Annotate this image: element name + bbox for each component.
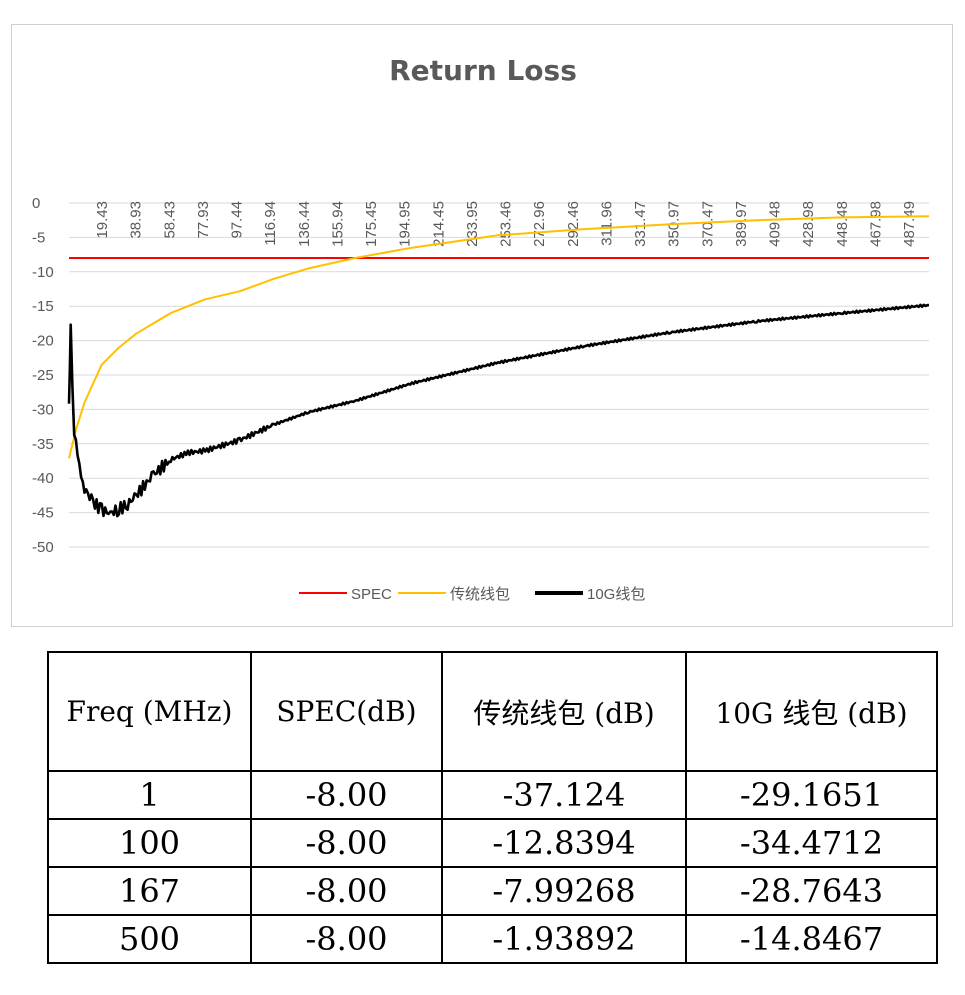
table-cell: 1 <box>47 770 252 820</box>
table-row: 100 -8.00 -12.8394 -34.4712 <box>47 818 938 868</box>
table-cell: -37.124 <box>441 770 687 820</box>
y-tick-label: -15 <box>32 298 54 315</box>
x-tick-label: 136.44 <box>296 201 313 247</box>
header-freq: Freq (MHz) <box>47 651 252 772</box>
y-tick-label: -30 <box>32 401 54 418</box>
x-tick-label: 331.47 <box>632 201 649 247</box>
table-cell: -12.8394 <box>441 818 687 868</box>
header-spec: SPEC(dB) <box>250 651 443 772</box>
table-cell: 500 <box>47 914 252 964</box>
x-tick-label: 58.43 <box>161 201 178 239</box>
table-cell: 167 <box>47 866 252 916</box>
table-cell: -14.8467 <box>685 914 938 964</box>
table-row: 500 -8.00 -1.93892 -14.8467 <box>47 914 938 964</box>
x-tick-label: 292.46 <box>565 201 582 247</box>
x-tick-label: 409.48 <box>767 201 784 247</box>
x-tick-label: 467.98 <box>867 201 884 247</box>
table-cell: -34.4712 <box>685 818 938 868</box>
table-cell: -8.00 <box>250 818 443 868</box>
x-tick-label: 233.95 <box>464 201 481 247</box>
series-line-2 <box>67 303 930 518</box>
y-tick-label: -50 <box>32 539 54 556</box>
legend-label: 10G线包 <box>587 586 645 603</box>
return-loss-chart: Return Loss 19.43 38.93 58.43 77.93 97.44 116… <box>32 54 930 603</box>
x-tick-label: 97.44 <box>229 201 246 239</box>
y-tick-label: -5 <box>32 229 45 246</box>
y-tick-label: 0 <box>32 195 40 212</box>
x-tick-label: 38.93 <box>128 201 145 239</box>
y-tick-label: -10 <box>32 264 54 281</box>
x-tick-label: 214.45 <box>430 201 447 247</box>
data-table: Freq (MHz) SPEC(dB) 传统线包 (dB) 10G 线包 (dB… <box>47 651 938 964</box>
table-cell: -29.1651 <box>685 770 938 820</box>
y-tick-label: -40 <box>32 470 54 487</box>
table-cell: -28.7643 <box>685 866 938 916</box>
x-tick-label: 253.46 <box>498 201 515 247</box>
x-tick-label: 370.47 <box>699 201 716 247</box>
chart-title: Return Loss <box>389 54 577 87</box>
x-tick-label: 19.43 <box>94 201 111 239</box>
chart-container: Return Loss 19.43 38.93 58.43 77.93 97.44 116… <box>11 24 953 627</box>
y-tick-label: -45 <box>32 505 54 522</box>
table-cell: -8.00 <box>250 866 443 916</box>
x-tick-label: 194.95 <box>397 201 414 247</box>
table-cell: 100 <box>47 818 252 868</box>
x-tick-label: 116.94 <box>262 201 279 246</box>
x-tick-label: 311.96 <box>598 201 615 246</box>
table-header-row: Freq (MHz) SPEC(dB) 传统线包 (dB) 10G 线包 (dB… <box>47 651 938 772</box>
series-line-1 <box>68 215 930 459</box>
header-10g-coil: 10G 线包 (dB) <box>685 651 938 772</box>
header-traditional-coil: 传统线包 (dB) <box>441 651 687 772</box>
y-tick-label: -20 <box>32 333 54 350</box>
x-tick-label: 272.96 <box>531 201 548 247</box>
table-cell: -7.99268 <box>441 866 687 916</box>
table-row: 1 -8.00 -37.124 -29.1651 <box>47 770 938 820</box>
x-tick-label: 448.48 <box>834 201 851 247</box>
x-tick-label: 487.49 <box>901 201 918 247</box>
x-tick-label: 428.98 <box>800 201 817 247</box>
x-tick-label: 77.93 <box>195 201 212 239</box>
table-cell: -8.00 <box>250 914 443 964</box>
y-tick-label: -25 <box>32 367 54 384</box>
table-cell: -8.00 <box>250 770 443 820</box>
y-tick-label: -35 <box>32 436 54 453</box>
x-tick-label: 155.94 <box>329 201 346 247</box>
x-tick-label: 175.45 <box>363 201 380 247</box>
legend-label: 传统线包 <box>450 586 510 603</box>
x-tick-label: 389.97 <box>733 201 750 247</box>
legend-label: SPEC <box>351 586 392 603</box>
table-cell: -1.93892 <box>441 914 687 964</box>
table-row: 167 -8.00 -7.99268 -28.7643 <box>47 866 938 916</box>
